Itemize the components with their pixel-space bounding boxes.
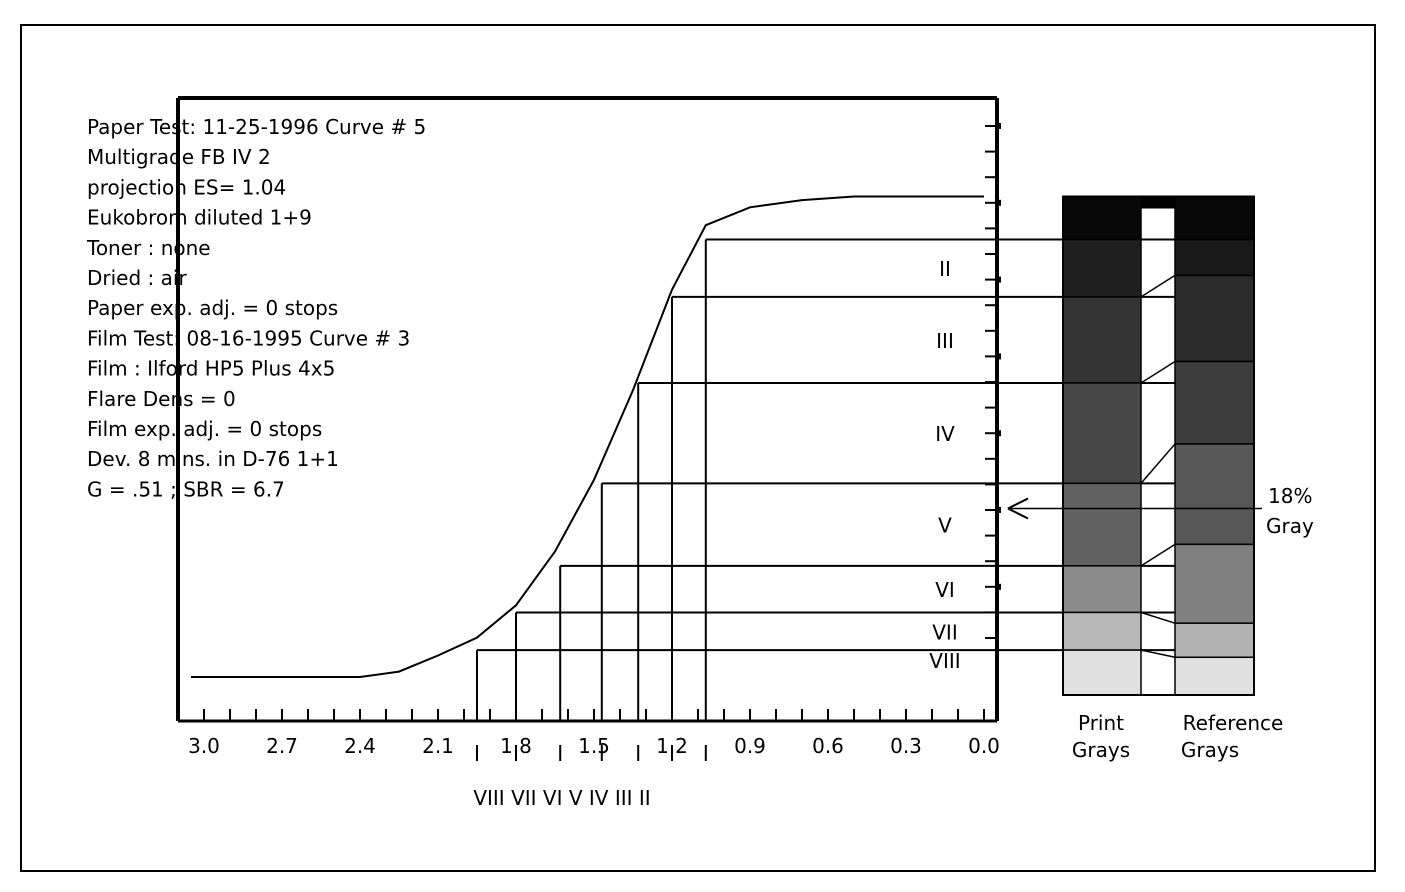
reference-gray-band: [1174, 238, 1255, 277]
info-line: G = .51 ; SBR = 6.7: [87, 477, 285, 501]
x-tick-label: 3.0: [188, 734, 220, 758]
info-line: Paper exp. adj. = 0 stops: [87, 296, 338, 320]
y-right-major-tick: [995, 583, 1001, 590]
zone-label: II: [939, 257, 951, 281]
print-grays-label: Print: [1078, 711, 1124, 735]
gray-18-label: 18%: [1268, 484, 1312, 508]
print-gray-band: [1062, 238, 1142, 298]
zone-label: VI: [935, 578, 955, 602]
y-right-major-tick: [995, 353, 1001, 360]
info-block: Paper Test: 11-25-1996 Curve # 5Multigra…: [86, 115, 426, 501]
zone-label: IV: [935, 422, 955, 446]
gray-18-label-2: Gray: [1266, 514, 1314, 538]
x-tick-label: 1.5: [578, 734, 610, 758]
x-tick-label: 2.4: [344, 734, 376, 758]
gray-strips: [1007, 195, 1262, 696]
zone-label: VII: [932, 620, 957, 644]
x-tick-label: 2.7: [266, 734, 298, 758]
x-tick-label: 0.6: [812, 734, 844, 758]
info-line: Film Test: 08-16-1995 Curve # 3: [87, 326, 410, 350]
reference-gray-band: [1174, 622, 1255, 659]
x-tick-label: 2.1: [422, 734, 454, 758]
band-connector: [1140, 611, 1176, 624]
band-connector: [1140, 649, 1176, 659]
info-line: Toner : none: [86, 236, 211, 260]
figure-frame: [20, 24, 1376, 872]
band-connector: [1140, 443, 1176, 484]
print-gray-band: [1062, 195, 1142, 241]
info-line: Dried : air: [87, 266, 187, 290]
info-line: Paper Test: 11-25-1996 Curve # 5: [87, 115, 426, 139]
info-line: Flare Dens = 0: [87, 387, 236, 411]
reference-grays-label: Reference: [1183, 711, 1284, 735]
gray-18-arrowhead: [1007, 497, 1029, 520]
y-right-major-tick: [995, 507, 1001, 513]
band-connector: [1140, 360, 1176, 384]
y-right-major-tick: [995, 276, 1001, 283]
reference-gray-band: [1174, 656, 1255, 696]
print-grays-label-2: Grays: [1072, 738, 1130, 762]
x-tick-label: 0.3: [890, 734, 922, 758]
reference-gray-band: [1174, 195, 1255, 241]
info-line: Eukobrom diluted 1+9: [87, 206, 312, 230]
y-right-major-tick: [995, 123, 1001, 129]
y-right-major-tick: [995, 430, 1001, 437]
y-right-major-tick: [995, 199, 1001, 206]
zone-bottom-labels: VIII VII VI V IV III II: [473, 786, 650, 810]
characteristic-curve: [191, 195, 984, 678]
reference-grays-label-2: Grays: [1181, 738, 1239, 762]
print-gray-band: [1062, 611, 1142, 651]
print-gray-band: [1062, 565, 1142, 614]
info-line: Dev. 8 mins. in D-76 1+1: [87, 447, 339, 471]
info-line: Film : Ilford HP5 Plus 4x5: [87, 357, 335, 381]
band-connector: [1140, 543, 1176, 567]
print-gray-band: [1062, 382, 1142, 485]
info-line: projection ES= 1.04: [87, 175, 286, 199]
zone-label: III: [936, 329, 954, 353]
zone-label: VIII: [929, 649, 960, 673]
reference-gray-band: [1174, 274, 1255, 363]
print-gray-band: [1062, 482, 1142, 567]
plot-area: 3.0 2.7 2.4 2.1 1.8 1.5 1.2 0.9 0.6 0.3 0.0IIIIIIV…: [176, 96, 1254, 810]
print-gray-band: [1062, 649, 1142, 696]
x-tick-label: 0.0: [968, 734, 1000, 758]
info-line: Film exp. adj. = 0 stops: [87, 417, 322, 441]
strip-top-bar: [1141, 196, 1175, 209]
reference-gray-band: [1174, 360, 1255, 445]
band-connector: [1140, 274, 1176, 298]
print-gray-band: [1062, 296, 1142, 384]
x-tick-label: 0.9: [734, 734, 766, 758]
zone-label: V: [938, 514, 952, 538]
reference-gray-band: [1174, 443, 1255, 546]
reference-gray-band: [1174, 543, 1255, 624]
